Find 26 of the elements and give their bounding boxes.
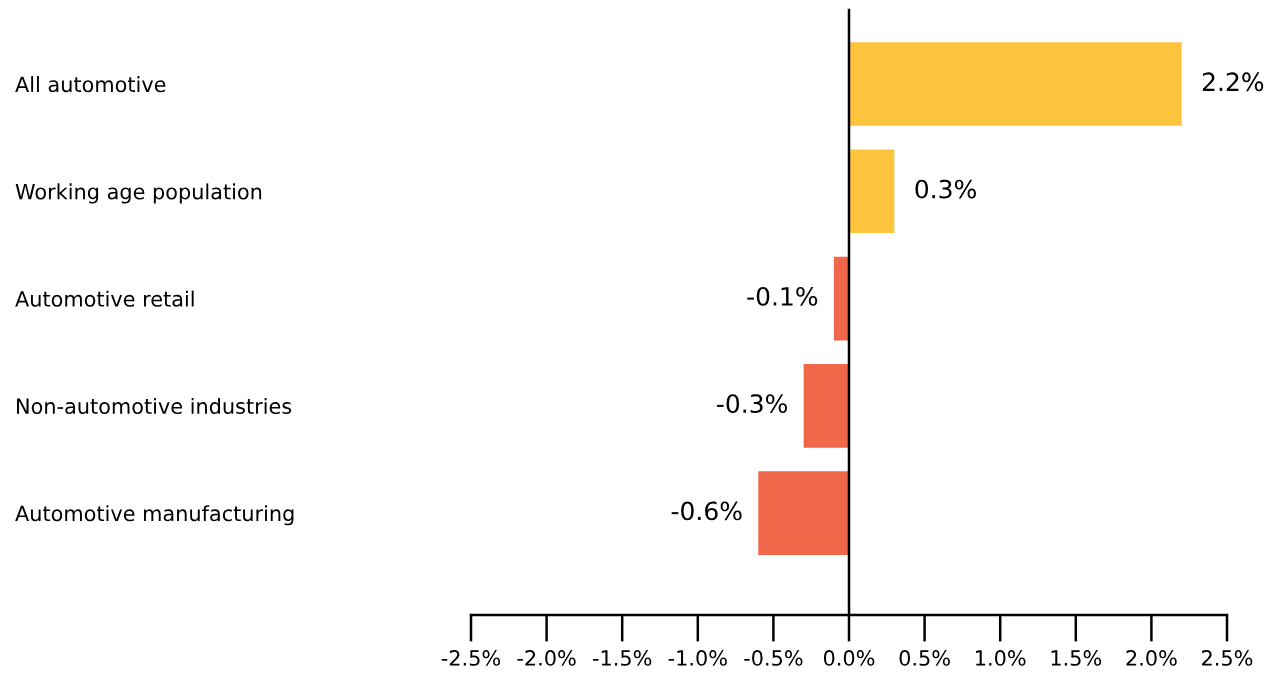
x-tick-label: 1.5% <box>1051 650 1102 666</box>
data-label: 0.3% <box>915 179 976 199</box>
x-tick-label: -0.5% <box>744 650 803 666</box>
data-label: 2.2% <box>1202 72 1264 92</box>
bar <box>758 471 849 555</box>
bar <box>849 149 895 234</box>
y-tick-label: All automotive <box>15 76 166 93</box>
x-tick-label: -2.0% <box>517 650 576 666</box>
x-tick-label: -2.5% <box>441 650 501 666</box>
x-tick-label: -1.0% <box>668 650 727 666</box>
bar <box>849 42 1182 126</box>
y-tick-label: Automotive manufacturing <box>15 505 294 526</box>
y-tick-label: Non-automotive industries <box>17 397 292 415</box>
x-tick-label: 2.5% <box>1202 650 1253 666</box>
x-tick-label: 2.0% <box>1126 650 1177 666</box>
x-tick-label: 0.5% <box>899 650 950 666</box>
x-tick-label: 1.0% <box>976 650 1026 666</box>
y-tick-label: Working age population <box>15 183 262 204</box>
bar <box>833 256 849 341</box>
data-label: -0.6% <box>671 501 742 521</box>
x-tick-label: -1.5% <box>593 650 652 666</box>
bar <box>803 363 849 448</box>
y-tick-label: Automotive retail <box>15 290 194 307</box>
data-label: -0.1% <box>747 286 818 306</box>
data-label: -0.3% <box>717 394 787 414</box>
x-tick-label: 0.0% <box>823 650 875 666</box>
